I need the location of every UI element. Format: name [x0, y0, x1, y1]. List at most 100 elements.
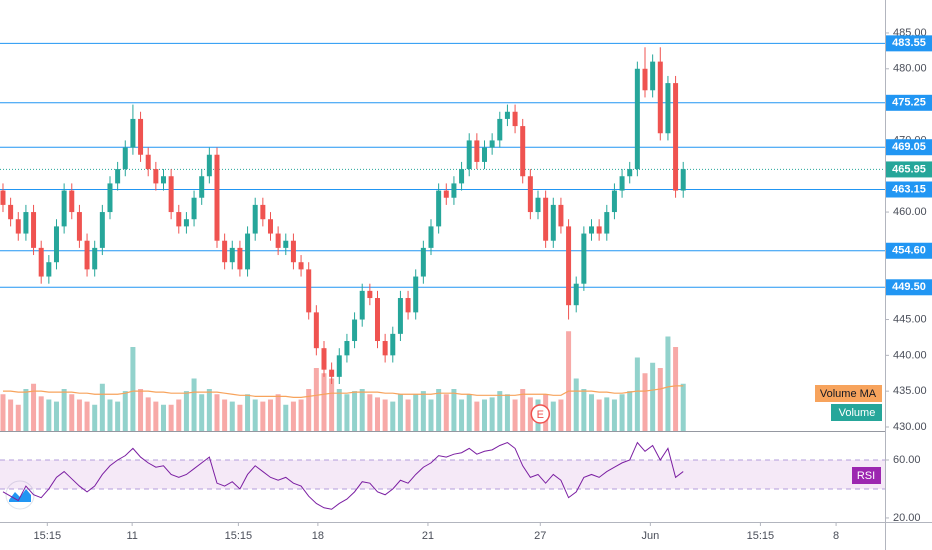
volume-bar [420, 391, 426, 431]
candle-body [252, 204, 258, 234]
volume-bar [283, 404, 289, 431]
x-tick-label: 15:15 [225, 530, 253, 542]
level-label: 483.55 [892, 37, 926, 49]
volume-bar [497, 391, 503, 431]
candle-body [382, 341, 388, 356]
volume-bar [680, 383, 686, 431]
volume-bar [8, 399, 14, 431]
candle-body [527, 176, 533, 213]
volume-bar [390, 401, 396, 431]
volume-bar [92, 404, 98, 431]
candle-body [413, 276, 419, 313]
candle-body [176, 212, 182, 227]
y-tick-label: 435.00 [893, 385, 927, 397]
candle-body [374, 298, 380, 342]
candle-body [589, 226, 595, 234]
volume-bar [206, 389, 212, 431]
rsi-y-tick-label: 20.00 [893, 512, 921, 524]
volume-bar [466, 394, 472, 431]
candle-body [298, 262, 304, 270]
volume-bar [84, 401, 90, 431]
candle-body [581, 233, 587, 284]
candle-body [313, 312, 319, 349]
volume-ma-box [815, 385, 882, 402]
candle-body [336, 355, 342, 377]
candle-body [84, 240, 90, 270]
event-marker [530, 404, 551, 424]
volume-bar [329, 378, 335, 431]
rsi-line [2, 441, 684, 510]
volume-bar [627, 391, 633, 431]
volume-bar [436, 389, 442, 431]
level-label: 475.25 [892, 97, 926, 109]
candle-body [436, 190, 442, 227]
candle-body [168, 176, 174, 213]
volume-bar [367, 394, 373, 431]
candle-body [229, 247, 235, 263]
volume-bar [252, 399, 258, 431]
volume-bar [69, 394, 75, 431]
volume-bar [512, 399, 518, 431]
candle-body [153, 169, 159, 184]
candle-body [122, 147, 128, 170]
volume-bar [451, 389, 457, 431]
volume-bar [260, 401, 266, 431]
y-tick-label: 460.00 [893, 206, 927, 218]
candle-body [573, 283, 579, 306]
candle-body [451, 183, 457, 198]
volume-bar [199, 394, 205, 431]
candle-body [428, 226, 434, 248]
volume-bar [0, 394, 6, 431]
level-label-box [886, 139, 932, 156]
level-label-box [886, 94, 932, 111]
candle-body [38, 247, 44, 277]
candle-body [214, 154, 220, 241]
candle-body [344, 341, 350, 356]
volume-bar [53, 401, 59, 431]
volume-bar [428, 399, 434, 431]
volume-bar [183, 391, 189, 431]
rsi-y-tick-label: 60.00 [893, 454, 921, 466]
volume-ma-label: Volume MA [820, 388, 877, 400]
candle-body [260, 204, 266, 220]
x-tick-label: 27 [534, 530, 546, 542]
volume-bar [107, 399, 113, 431]
volume-bar [611, 399, 617, 431]
candle-body [306, 269, 312, 313]
candle-body [543, 197, 549, 241]
volume-bar [657, 368, 663, 431]
volume-bar [382, 399, 388, 431]
volume-bar [138, 389, 144, 431]
candle-body [390, 333, 396, 356]
volume-bar [168, 404, 174, 431]
volume-bar [229, 401, 235, 431]
level-label: 449.50 [892, 281, 926, 293]
volume-bar [313, 368, 319, 431]
volume-bar [115, 401, 121, 431]
candle-body [634, 68, 640, 170]
candle-body [520, 126, 526, 177]
volume-bar [359, 389, 365, 431]
candle-body [443, 190, 449, 198]
candle-body [31, 212, 37, 248]
y-tick-label: 440.00 [893, 349, 927, 361]
x-tick-label: 21 [422, 530, 434, 542]
candle-body [283, 240, 289, 248]
candle-body [15, 219, 21, 234]
volume-bar [214, 394, 220, 431]
x-tick-label: 18 [312, 530, 324, 542]
candle-body [627, 169, 633, 177]
level-label: 469.05 [892, 141, 926, 153]
candle-body [145, 154, 151, 170]
volume-bar [23, 389, 29, 431]
candle-body [497, 118, 503, 141]
volume-bar [673, 347, 679, 431]
volume-bar [589, 394, 595, 431]
volume-bar [130, 347, 136, 431]
volume-bar [650, 362, 656, 431]
volume-bar [344, 394, 350, 431]
volume-bar [290, 401, 296, 431]
candle-body [367, 290, 373, 299]
